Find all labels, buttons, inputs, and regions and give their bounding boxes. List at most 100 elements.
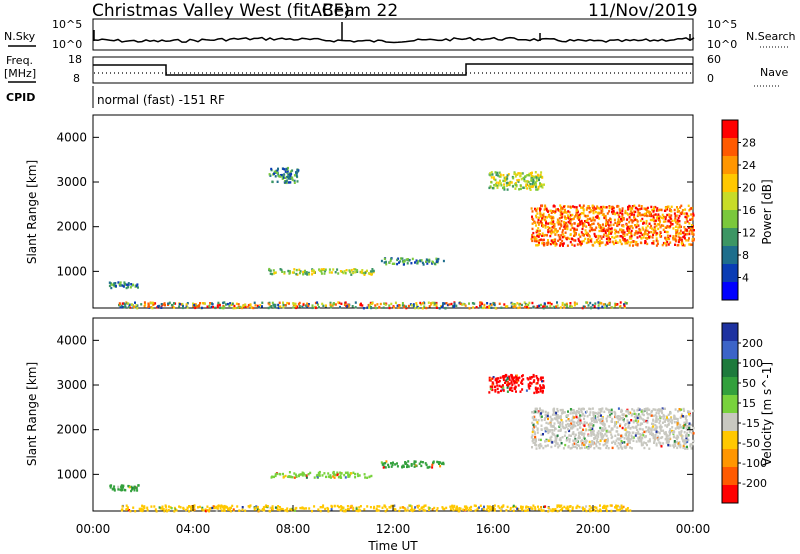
data-cell (661, 436, 664, 439)
data-cell (611, 235, 614, 239)
data-cell (655, 426, 658, 429)
data-cell (319, 509, 322, 513)
data-cell (540, 506, 543, 509)
data-cell (613, 410, 616, 414)
data-cell (384, 303, 387, 306)
data-cell (626, 419, 629, 422)
data-cell (588, 424, 591, 427)
data-cell (512, 380, 515, 383)
data-cell (653, 206, 656, 209)
data-cell (595, 506, 598, 509)
data-cell (646, 229, 649, 232)
data-cell (539, 175, 542, 179)
data-cell (546, 412, 549, 416)
data-cell (289, 181, 292, 184)
data-cell (641, 226, 644, 229)
data-cell (638, 227, 641, 231)
data-cell (639, 427, 642, 431)
data-cell (530, 382, 533, 385)
data-cell (284, 304, 287, 307)
data-cell (396, 304, 399, 307)
data-cell (651, 208, 654, 212)
data-cell (656, 207, 659, 210)
data-cell (540, 433, 543, 436)
data-cell (518, 172, 521, 175)
data-cell (238, 509, 241, 512)
data-cell (598, 244, 601, 247)
data-cell (237, 306, 240, 309)
data-cell (562, 244, 564, 247)
data-cell (619, 239, 622, 242)
data-cell (679, 446, 682, 449)
data-cell (293, 509, 296, 512)
data-cell (193, 304, 196, 307)
data-cell (579, 220, 582, 224)
data-cell (503, 183, 506, 186)
data-cell (536, 421, 539, 424)
data-cell (305, 271, 308, 274)
data-cell (664, 431, 667, 434)
data-cell (634, 218, 637, 221)
data-cell (382, 306, 385, 309)
data-cell (216, 306, 219, 309)
data-cell (289, 270, 291, 273)
data-cell (585, 219, 588, 222)
data-cell (581, 212, 583, 215)
data-cell (571, 427, 574, 430)
data-cell (366, 269, 368, 272)
data-cell (626, 212, 629, 215)
data-cell (512, 177, 515, 180)
data-cell (392, 461, 394, 464)
data-cell (592, 429, 595, 433)
data-cell (578, 435, 581, 439)
data-cell (578, 214, 581, 217)
data-cell (580, 443, 583, 447)
data-cell (325, 475, 327, 479)
data-cell (620, 228, 623, 231)
beam-label: Beam 22 (322, 1, 398, 21)
data-cell (510, 181, 513, 184)
data-cell (556, 442, 559, 445)
data-cell (534, 221, 537, 224)
data-cell (615, 506, 618, 510)
data-cell (595, 419, 598, 422)
data-cell (654, 227, 657, 230)
data-cell (683, 231, 686, 234)
data-cell (488, 391, 491, 394)
data-cell (588, 443, 591, 447)
data-cell (666, 424, 669, 427)
data-cell (402, 304, 404, 307)
data-cell (608, 231, 610, 235)
data-cell (652, 216, 655, 219)
data-cell (411, 257, 414, 261)
data-cell (587, 304, 590, 307)
data-cell (539, 213, 542, 216)
data-cell (679, 236, 682, 240)
data-cell (468, 506, 471, 510)
data-cell (600, 211, 603, 214)
data-cell (286, 301, 289, 305)
data-cell (665, 215, 667, 219)
data-cell (568, 440, 571, 443)
data-cell (317, 303, 319, 306)
data-cell (316, 473, 319, 477)
data-cell (547, 439, 550, 442)
data-cell (534, 508, 537, 511)
data-cell (327, 472, 330, 475)
data-cell (468, 307, 471, 310)
data-cell (627, 424, 630, 428)
data-cell (132, 506, 135, 509)
data-cell (688, 430, 691, 434)
data-cell (530, 436, 533, 439)
data-cell (650, 414, 653, 417)
data-cell (637, 432, 640, 435)
data-cell (614, 434, 617, 437)
data-cell (499, 509, 502, 512)
data-cell (168, 301, 171, 304)
data-cell (574, 239, 577, 242)
data-cell (451, 504, 454, 507)
data-cell (630, 229, 633, 233)
data-cell (423, 305, 426, 308)
data-cell (661, 407, 664, 410)
data-cell (250, 306, 253, 309)
